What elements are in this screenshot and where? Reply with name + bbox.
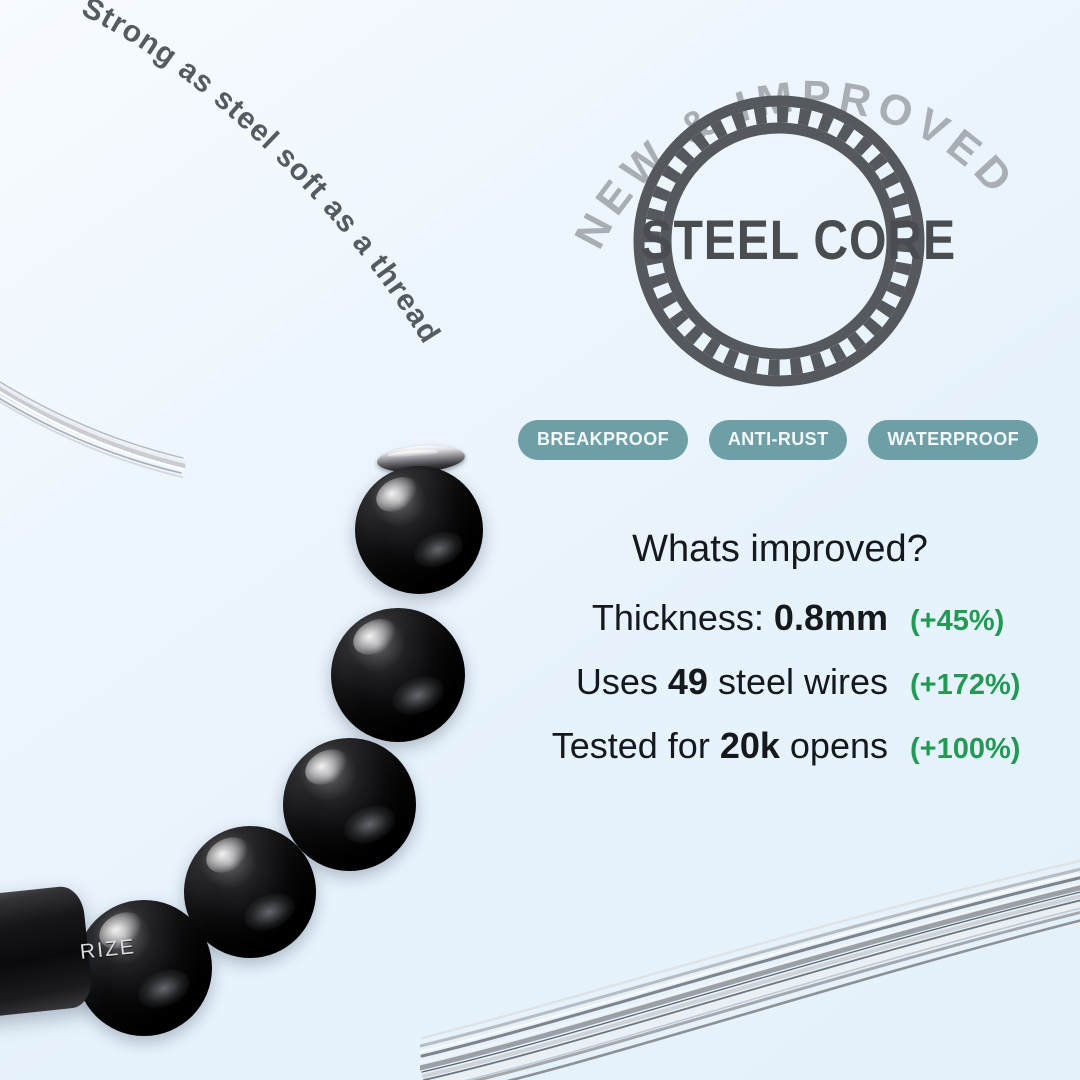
specs-section: Whats improved? Thickness: 0.8mm (+45%) … bbox=[500, 528, 1060, 789]
badge-wordmark: STEEL CORE bbox=[640, 208, 956, 271]
spec-value: 20k bbox=[719, 725, 780, 766]
spec-prefix: Thickness: bbox=[591, 597, 774, 638]
spec-label-opens: Tested for 20k opens bbox=[552, 725, 888, 767]
spec-row-opens: Tested for 20k opens (+100%) bbox=[500, 725, 1060, 767]
spec-suffix: opens bbox=[779, 725, 888, 766]
pill-waterproof[interactable]: WATERPROOF bbox=[868, 420, 1038, 460]
spec-row-wires: Uses 49 steel wires (+172%) bbox=[500, 661, 1060, 703]
spec-prefix: Uses bbox=[575, 661, 668, 702]
pill-anti-rust[interactable]: ANTI-RUST bbox=[708, 420, 848, 460]
pill-breakproof[interactable]: BREAKPROOF bbox=[518, 420, 689, 460]
tagline-label: Strong as steel soft as a thread bbox=[77, 0, 446, 349]
spec-value: 0.8mm bbox=[773, 597, 888, 638]
black-bead-icon bbox=[76, 900, 212, 1036]
spec-label-thickness: Thickness: 0.8mm bbox=[592, 597, 888, 639]
black-bead-icon bbox=[331, 608, 465, 742]
specs-heading: Whats improved? bbox=[632, 528, 928, 570]
black-bead-icon bbox=[355, 466, 483, 594]
svg-text:Strong as steel soft as a thre: Strong as steel soft as a thread bbox=[77, 0, 447, 349]
spec-prefix: Tested for bbox=[551, 725, 720, 766]
feature-pill-group: BREAKPROOF ANTI-RUST WATERPROOF bbox=[518, 420, 1038, 460]
spec-delta-thickness: (+45%) bbox=[910, 605, 1005, 637]
spec-value: 49 bbox=[667, 661, 708, 702]
black-bead-icon bbox=[283, 738, 416, 871]
spec-delta-opens: (+100%) bbox=[910, 733, 1021, 765]
spec-row-thickness: Thickness: 0.8mm (+45%) bbox=[500, 597, 1060, 639]
tagline-curved-text: Strong as steel soft as a thread bbox=[77, 0, 447, 349]
spec-label-wires: Uses 49 steel wires bbox=[576, 661, 888, 703]
black-bead-icon bbox=[184, 826, 316, 958]
clasp-brand-text: RIZE bbox=[78, 935, 137, 964]
spec-delta-wires: (+172%) bbox=[910, 669, 1021, 701]
spec-suffix: steel wires bbox=[707, 661, 888, 702]
steel-cable-bundle-icon bbox=[420, 859, 1080, 1080]
rope-ring-icon bbox=[633, 95, 925, 387]
silver-spacer-disc-icon bbox=[376, 442, 466, 476]
